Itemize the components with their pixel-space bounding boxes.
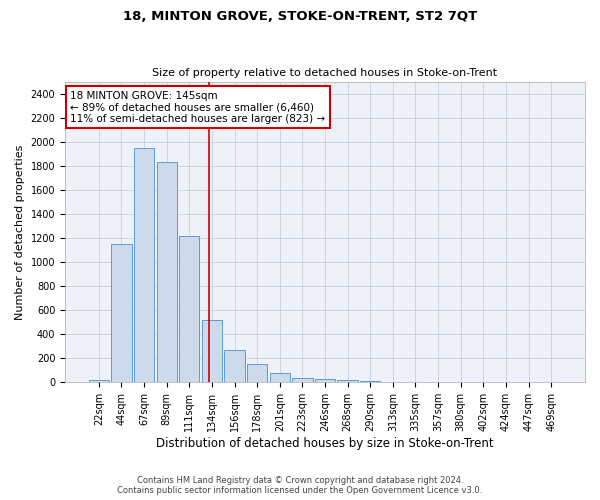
- Text: Contains HM Land Registry data © Crown copyright and database right 2024.
Contai: Contains HM Land Registry data © Crown c…: [118, 476, 482, 495]
- Title: Size of property relative to detached houses in Stoke-on-Trent: Size of property relative to detached ho…: [152, 68, 497, 78]
- Bar: [224, 350, 245, 382]
- Bar: [134, 148, 154, 382]
- Bar: [360, 380, 380, 382]
- Bar: [157, 162, 177, 382]
- Text: 18 MINTON GROVE: 145sqm
← 89% of detached houses are smaller (6,460)
11% of semi: 18 MINTON GROVE: 145sqm ← 89% of detache…: [70, 90, 325, 124]
- Bar: [179, 236, 199, 382]
- Bar: [315, 378, 335, 382]
- Bar: [89, 380, 109, 382]
- Bar: [202, 320, 222, 382]
- Text: 18, MINTON GROVE, STOKE-ON-TRENT, ST2 7QT: 18, MINTON GROVE, STOKE-ON-TRENT, ST2 7Q…: [123, 10, 477, 23]
- Y-axis label: Number of detached properties: Number of detached properties: [15, 144, 25, 320]
- Bar: [337, 380, 358, 382]
- Bar: [247, 364, 268, 382]
- Bar: [269, 374, 290, 382]
- Bar: [111, 244, 131, 382]
- X-axis label: Distribution of detached houses by size in Stoke-on-Trent: Distribution of detached houses by size …: [156, 437, 494, 450]
- Bar: [292, 378, 313, 382]
